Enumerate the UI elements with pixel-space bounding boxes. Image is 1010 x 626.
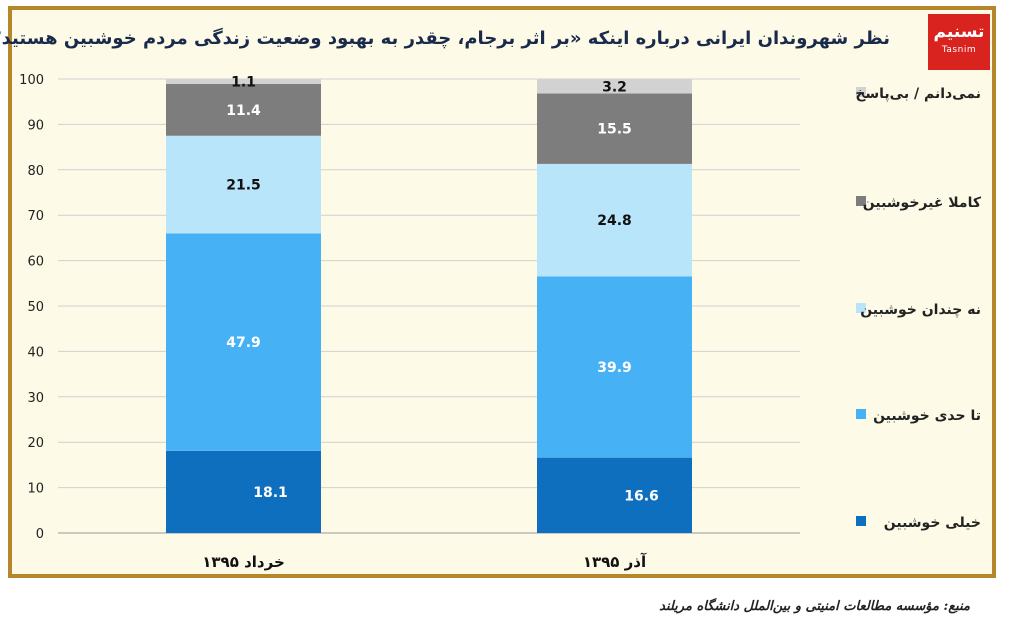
legend-label: خیلی خوشبین bbox=[884, 515, 981, 531]
bar-segment bbox=[537, 163, 692, 277]
y-tick-label: 40 bbox=[27, 345, 44, 360]
bar-segment bbox=[537, 93, 692, 164]
legend-label: نه چندان خوشبین bbox=[860, 302, 981, 318]
data-label: 15.5 bbox=[597, 122, 632, 138]
y-tick-label: 30 bbox=[27, 391, 44, 406]
y-tick-label: 0 bbox=[36, 527, 44, 542]
legend-swatch bbox=[856, 516, 866, 526]
stacked-bar-chart: 18.1 47.9 21.5 11.4 1.1 16.6 39.9 24.8 15.5 3.2 0… bbox=[19, 73, 982, 571]
x-category-label: خرداد ۱۳۹۵ bbox=[202, 553, 285, 571]
tasnim-logo: تسنیم Tasnim bbox=[928, 14, 990, 70]
logo-text: تسنیم bbox=[933, 22, 985, 42]
bar-segment bbox=[166, 83, 321, 136]
bar-segment bbox=[166, 450, 321, 533]
bars: 18.1 47.9 21.5 11.4 1.1 16.6 39.9 24.8 15.5 3.2 bbox=[166, 74, 692, 533]
data-label: 1.1 bbox=[231, 74, 256, 90]
data-label: 39.9 bbox=[597, 360, 632, 376]
axes: 0 10 20 30 40 50 60 70 80 90 100 خرداد ۱۳۹۵ آذر ۱۳۹۵ bbox=[19, 73, 647, 571]
bar-segment bbox=[166, 79, 321, 84]
chart-title: نظر شهروندان ایرانی درباره اینکه «بر اثر… bbox=[0, 28, 890, 49]
source-note: منبع: مؤسسه مطالعات امنیتی و بین‌الملل د… bbox=[659, 599, 970, 614]
legend-swatch bbox=[856, 409, 866, 419]
data-label: 16.6 bbox=[624, 488, 659, 504]
y-tick-label: 70 bbox=[27, 209, 44, 224]
y-tick-label: 80 bbox=[27, 164, 44, 179]
y-tick-label: 60 bbox=[27, 255, 44, 270]
legend-label: نمی‌دانم / بی‌پاسخ bbox=[855, 86, 981, 102]
data-label: 21.5 bbox=[226, 178, 261, 194]
y-tick-label: 20 bbox=[27, 436, 44, 451]
bar-segment bbox=[537, 276, 692, 458]
data-label: 3.2 bbox=[602, 79, 627, 95]
data-label: 11.4 bbox=[226, 103, 261, 119]
y-tick-label: 10 bbox=[27, 482, 44, 497]
legend-swatch bbox=[856, 87, 866, 97]
legend-swatch bbox=[856, 303, 866, 313]
bar-segment bbox=[537, 457, 692, 533]
bar-segment bbox=[166, 233, 321, 451]
data-label: 24.8 bbox=[597, 213, 632, 229]
logo-subtext: Tasnim bbox=[941, 45, 977, 55]
y-tick-label: 100 bbox=[19, 73, 44, 88]
y-tick-label: 50 bbox=[27, 300, 44, 315]
legend: نمی‌دانم / بی‌پاسخ کاملا غیرخوشبین نه چندا… bbox=[855, 86, 982, 531]
legend-swatch bbox=[856, 196, 866, 206]
data-label: 18.1 bbox=[253, 485, 288, 501]
data-label: 47.9 bbox=[226, 335, 261, 351]
bar-segment bbox=[537, 79, 692, 94]
legend-label: تا حدی خوشبین bbox=[873, 408, 981, 424]
legend-label: کاملا غیرخوشبین bbox=[863, 195, 982, 211]
bar-segment bbox=[166, 135, 321, 234]
x-category-label: آذر ۱۳۹۵ bbox=[583, 553, 647, 571]
y-tick-label: 90 bbox=[27, 118, 44, 133]
